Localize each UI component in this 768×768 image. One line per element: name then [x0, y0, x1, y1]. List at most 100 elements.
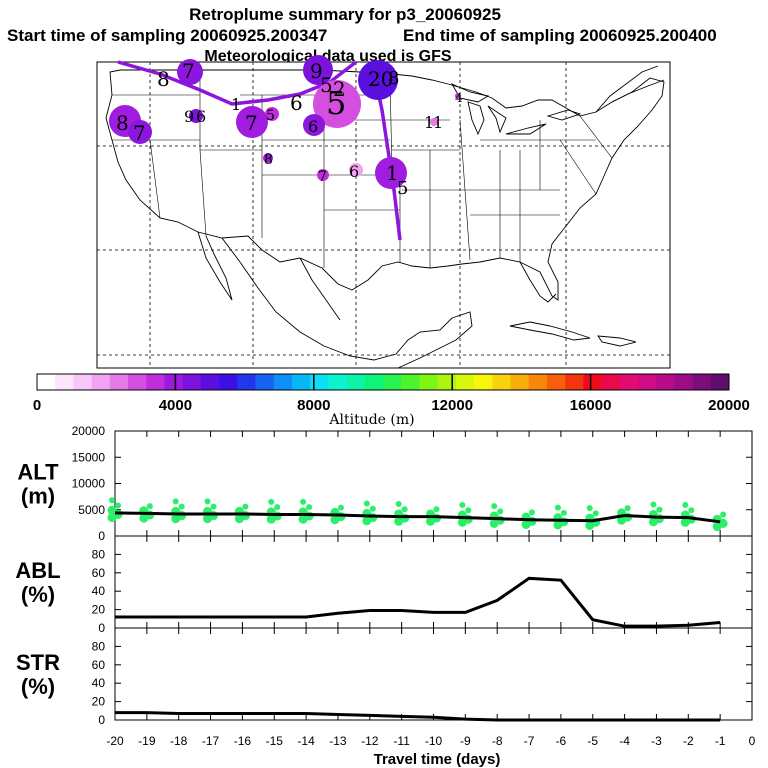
colorbar-tick-label: 16000: [570, 397, 612, 414]
colorbar-tick-labels: 0 4000 8000 12000 16000 20000: [33, 374, 750, 414]
plume-marker: [358, 60, 398, 100]
colorbar-swatch: [619, 374, 639, 390]
colorbar-swatch: [200, 374, 220, 390]
plume-marker: [430, 118, 438, 126]
colorbar-swatch: [37, 374, 56, 390]
altitude-particle: [300, 498, 307, 505]
altitude-particle: [682, 502, 689, 509]
altitude-colorbar: [36, 373, 730, 391]
colorbar-tick-label: 4000: [159, 397, 192, 414]
y-tick-label: 15000: [72, 450, 106, 464]
y-tick-label: 0: [98, 529, 105, 543]
y-tick-label: 10000: [72, 477, 106, 491]
y-tick-label: 40: [92, 676, 106, 690]
plume-label: 1: [433, 113, 443, 132]
plume-marker: [128, 120, 152, 144]
colorbar-swatch: [419, 374, 438, 390]
colorbar-swatch: [601, 374, 621, 390]
y-tick-label: 20: [92, 603, 106, 617]
altitude-particle: [650, 501, 657, 508]
plume-label: 8: [264, 152, 273, 168]
plume-label: 1: [424, 113, 434, 132]
y-tick-label: 80: [92, 639, 106, 653]
altitude-particle: [433, 506, 440, 513]
str-series-line: [115, 711, 721, 722]
plume-label: 5: [320, 73, 333, 97]
altitude-particle: [491, 503, 498, 510]
plume-marker: [375, 157, 407, 189]
colorbar-swatch: [710, 374, 730, 390]
x-tick-label: -4: [619, 734, 630, 748]
plume-label: 5: [397, 178, 408, 199]
altitude-particle: [554, 504, 561, 511]
y-tick-label: 5000: [78, 503, 105, 517]
colorbar-swatch: [637, 374, 657, 390]
altitude-particle: [560, 509, 567, 516]
x-tick-label: 0: [749, 734, 756, 748]
plume-label: 8: [116, 111, 129, 135]
plume-label: 4: [455, 91, 463, 105]
x-tick-label: -1: [715, 734, 726, 748]
x-tick-label: -12: [361, 734, 379, 748]
altitude-particle: [529, 509, 536, 516]
x-axis-label: Travel time (days): [374, 751, 501, 768]
colorbar-swatch: [383, 374, 402, 390]
colorbar-swatch: [164, 374, 183, 390]
altitude-particle: [306, 504, 313, 511]
colorbar-swatch: [55, 374, 74, 390]
colorbar-tick-label: 12000: [431, 397, 473, 414]
y-tick-label: 80: [92, 547, 106, 561]
end-time-label: End time of sampling 20060925.200400: [403, 26, 717, 45]
colorbar-swatch: [328, 374, 347, 390]
x-tick-label: -9: [460, 734, 471, 748]
plume-marker: [303, 55, 333, 85]
altitude-particle: [688, 507, 695, 514]
altitude-particle: [242, 503, 249, 510]
x-tick-label: -20: [106, 734, 124, 748]
colorbar-swatch: [528, 374, 548, 390]
altitude-particle: [465, 507, 472, 514]
altitude-particle: [337, 504, 344, 511]
y-tick-label: 60: [92, 566, 106, 580]
plume-label: 8: [388, 68, 399, 89]
colorbar-swatch: [273, 374, 293, 390]
x-tick-label: -18: [170, 734, 188, 748]
colorbar-swatch: [237, 374, 256, 390]
plume-label: 6: [196, 107, 206, 126]
altitude-particle: [497, 508, 504, 515]
colorbar-swatch: [510, 374, 529, 390]
alt-panel-unit: (m): [21, 484, 55, 509]
colorbar-swatch: [437, 374, 457, 390]
plume-marker: [189, 109, 203, 123]
colorbar-label: Altitude (m): [328, 412, 414, 428]
colorbar-swatch: [364, 374, 384, 390]
colorbar-swatch: [128, 374, 147, 390]
plume-marker: [236, 106, 268, 138]
altitude-particle: [178, 503, 185, 510]
colorbar-swatch: [255, 374, 275, 390]
altitude-particle: [401, 506, 408, 513]
plume-markers: [109, 55, 461, 189]
altitude-particle: [210, 503, 217, 510]
map-panel: 8 7 9 5 2 20 8 5 6 7 1 5 4 8 7 9 6 6 1 1…: [96, 55, 671, 369]
plume-label: 6: [308, 117, 318, 136]
plume-label: 5: [266, 108, 275, 124]
colorbar-swatch: [401, 374, 420, 390]
plume-marker: [455, 93, 461, 99]
plume-label: 9: [310, 59, 323, 83]
colorbar-swatch: [546, 374, 566, 390]
plume-label: 1: [386, 161, 399, 185]
plume-label: 5: [326, 84, 346, 122]
colorbar-swatch: [219, 374, 238, 390]
figure-title: Retroplume summary for p3_20060925: [189, 5, 501, 24]
altitude-particle: [274, 504, 281, 511]
x-tick-label: -17: [202, 734, 220, 748]
x-tick-label: -11: [393, 734, 410, 748]
y-tick-label: 20000: [72, 424, 106, 438]
altitude-particle: [369, 505, 376, 512]
altitude-particle: [107, 505, 117, 515]
plume-marker: [349, 163, 363, 177]
abl-panel-label: ABL: [15, 558, 60, 583]
map-graticule: [97, 62, 670, 368]
